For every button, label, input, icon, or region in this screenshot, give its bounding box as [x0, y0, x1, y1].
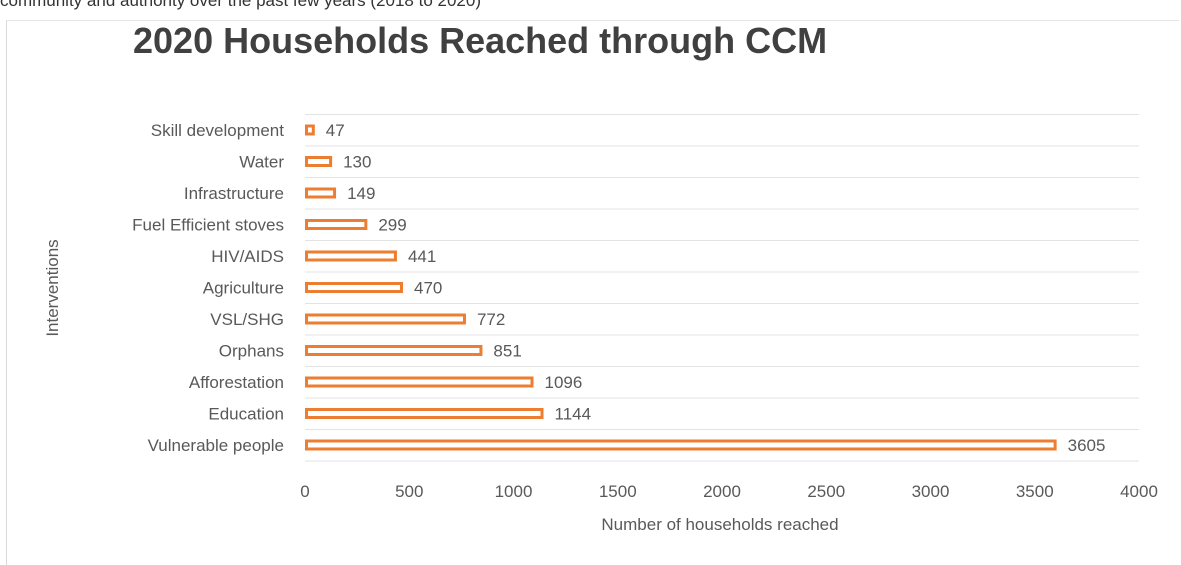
x-tick-label: 1000 — [495, 482, 533, 501]
page-header-text: community and authority over the past fe… — [0, 0, 481, 10]
data-label: 1144 — [555, 405, 592, 424]
data-label: 772 — [477, 310, 505, 329]
x-tick-label: 4000 — [1120, 482, 1158, 501]
data-label: 149 — [347, 184, 375, 203]
category-label: Afforestation — [189, 373, 284, 392]
category-label: Orphans — [219, 342, 284, 361]
x-tick-label: 3500 — [1016, 482, 1054, 501]
bar — [305, 408, 544, 419]
bars — [305, 124, 1057, 451]
category-label: Infrastructure — [184, 184, 284, 203]
data-label: 47 — [326, 121, 345, 140]
category-label: Agriculture — [203, 279, 284, 298]
bar — [305, 282, 403, 293]
data-label: 3605 — [1068, 436, 1106, 455]
y-axis-label: Interventions — [43, 239, 62, 336]
data-label: 851 — [493, 342, 521, 361]
x-tick-label: 0 — [300, 482, 309, 501]
data-label: 1096 — [545, 373, 583, 392]
data-label: 470 — [414, 279, 442, 298]
bar — [305, 313, 466, 325]
category-label: Education — [208, 405, 284, 424]
category-label: Water — [239, 153, 284, 172]
x-tick-label: 2000 — [703, 482, 741, 501]
bar — [305, 376, 534, 388]
bar — [305, 219, 368, 230]
x-tick-label: 1500 — [599, 482, 637, 501]
x-axis-label: Number of households reached — [601, 515, 838, 534]
chart-frame — [6, 20, 1179, 565]
gridlines — [305, 114, 1139, 462]
bar — [305, 439, 1057, 451]
category-labels: Skill development Water Infrastructure Fuel… — [132, 121, 284, 455]
bar — [305, 124, 315, 136]
bar — [305, 345, 483, 356]
bar — [305, 187, 337, 199]
bar — [305, 250, 397, 262]
category-label: HIV/AIDS — [211, 247, 284, 266]
category-label: Skill development — [151, 121, 285, 140]
x-tick-label: 500 — [395, 482, 423, 501]
data-label: 441 — [408, 247, 436, 266]
category-label: VSL/SHG — [210, 310, 284, 329]
x-tick-label: 2500 — [807, 482, 845, 501]
chart-title: 2020 Households Reached through CCM — [133, 20, 828, 61]
data-label: 130 — [343, 153, 371, 172]
x-tick-labels: 0 500 1000 1500 2000 2500 3000 3500 4000 — [300, 482, 1158, 501]
data-label: 299 — [378, 216, 406, 235]
bar — [305, 156, 333, 167]
category-label: Vulnerable people — [148, 436, 284, 455]
category-label: Fuel Efficient stoves — [132, 216, 284, 235]
x-tick-label: 3000 — [912, 482, 950, 501]
